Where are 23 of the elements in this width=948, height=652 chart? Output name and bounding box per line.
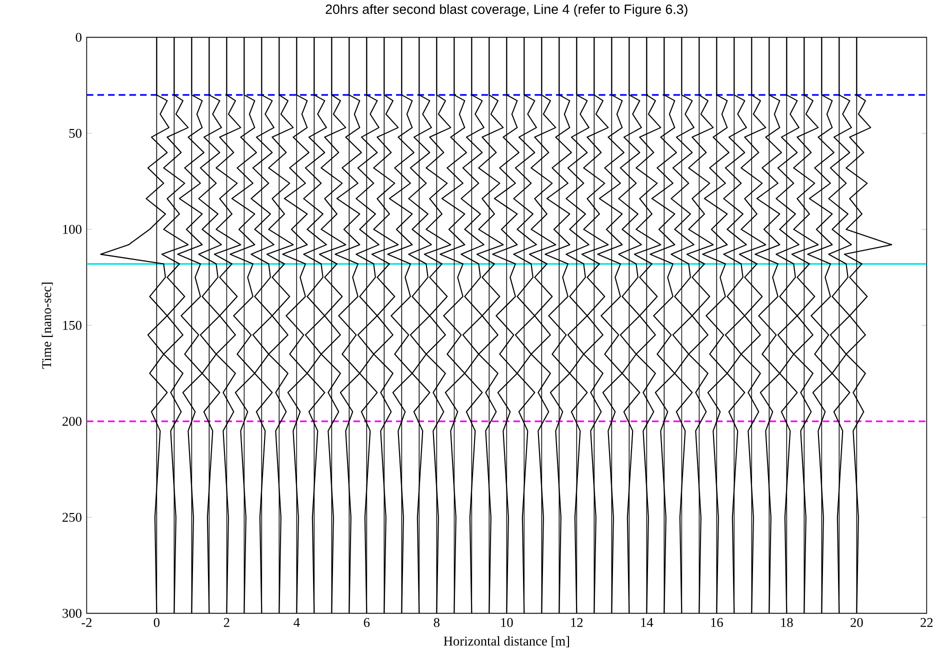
x-tick-label: 20 [850,618,863,628]
y-tick-label: 50 [69,128,82,138]
x-tick-label: 10 [501,618,513,628]
x-tick-label: -2 [82,618,92,627]
y-tick-label: 100 [63,224,82,234]
x-tick-label: 16 [711,618,723,627]
x-tick-label: 8 [434,618,440,628]
x-tick-label: 18 [781,618,793,628]
y-tick-label: 300 [62,608,82,618]
x-tick-label: 22 [920,618,933,627]
x-tick-label: 12 [571,618,583,627]
x-tick-label: 0 [154,618,160,628]
y-tick-label: 200 [62,416,82,426]
x-tick-label: 6 [364,618,370,627]
y-axis-title: Time [nano-sec] [42,282,53,369]
x-axis-title: Horizontal distance [m] [444,636,569,648]
y-tick-label: 250 [62,512,82,522]
x-tick-label: 2 [224,618,230,627]
y-tick-label: 150 [63,320,82,330]
x-tick-label: 14 [641,618,654,627]
x-tick-label: 4 [294,618,300,627]
chart-title: 20hrs after second blast coverage, Line 4 (refer to Figure 6.3) [326,4,688,17]
y-tick-label: 0 [76,32,82,42]
